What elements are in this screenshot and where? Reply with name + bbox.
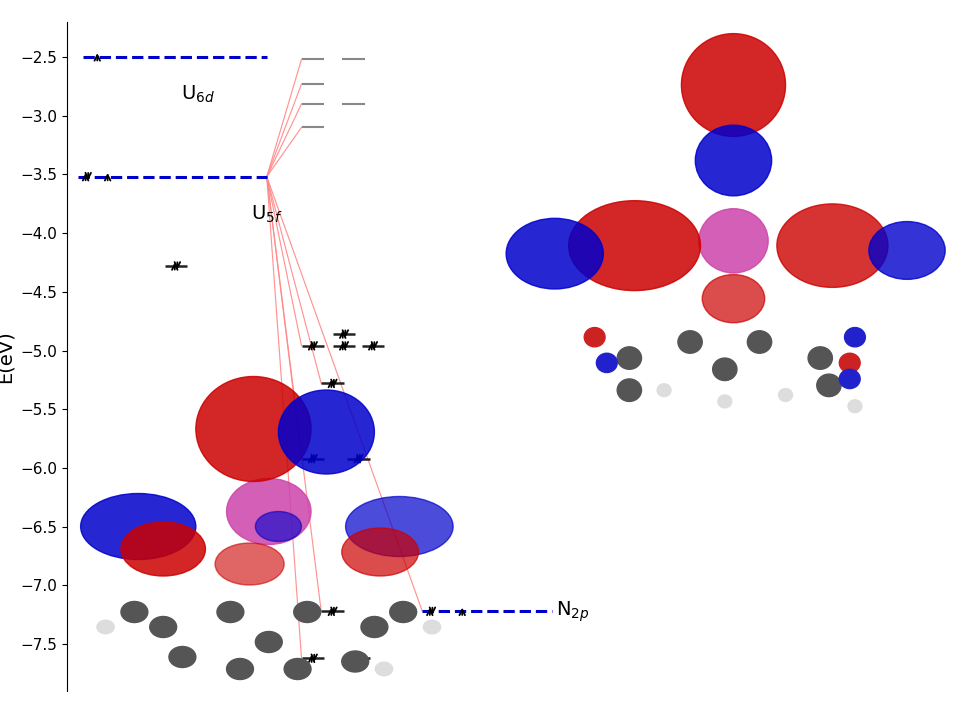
- Ellipse shape: [839, 354, 860, 372]
- Ellipse shape: [121, 601, 148, 623]
- Ellipse shape: [702, 274, 765, 323]
- Ellipse shape: [150, 616, 177, 637]
- Y-axis label: E(eV): E(eV): [0, 330, 15, 383]
- Ellipse shape: [342, 651, 369, 672]
- Ellipse shape: [255, 631, 282, 652]
- Ellipse shape: [682, 34, 785, 136]
- Ellipse shape: [308, 685, 325, 698]
- Ellipse shape: [169, 647, 196, 667]
- Ellipse shape: [845, 328, 865, 347]
- Ellipse shape: [839, 369, 860, 389]
- Ellipse shape: [695, 125, 772, 196]
- Ellipse shape: [779, 389, 793, 402]
- Ellipse shape: [657, 384, 671, 397]
- Ellipse shape: [375, 662, 393, 676]
- Ellipse shape: [808, 347, 832, 369]
- Ellipse shape: [506, 218, 603, 289]
- Ellipse shape: [217, 601, 244, 623]
- Ellipse shape: [361, 616, 388, 637]
- Ellipse shape: [817, 374, 841, 397]
- Text: N$_{{2p}}$: N$_{{2p}}$: [556, 599, 589, 624]
- Ellipse shape: [699, 209, 768, 273]
- Ellipse shape: [227, 659, 253, 680]
- Ellipse shape: [585, 328, 605, 347]
- Ellipse shape: [212, 685, 229, 698]
- Ellipse shape: [747, 330, 772, 354]
- Ellipse shape: [97, 620, 114, 634]
- Ellipse shape: [196, 377, 311, 482]
- Ellipse shape: [617, 347, 641, 369]
- Ellipse shape: [342, 528, 419, 576]
- Ellipse shape: [568, 201, 701, 291]
- Ellipse shape: [869, 222, 946, 279]
- Ellipse shape: [255, 511, 301, 541]
- Ellipse shape: [284, 659, 311, 680]
- Ellipse shape: [848, 400, 862, 413]
- Ellipse shape: [121, 522, 205, 576]
- Ellipse shape: [678, 330, 703, 354]
- Ellipse shape: [81, 493, 196, 559]
- Ellipse shape: [423, 620, 441, 634]
- Text: U$_{{6d}}$: U$_{{6d}}$: [181, 84, 215, 105]
- Ellipse shape: [718, 395, 732, 408]
- Text: U$_{{5f}}$: U$_{{5f}}$: [252, 204, 283, 225]
- Ellipse shape: [215, 543, 284, 585]
- Ellipse shape: [617, 379, 641, 402]
- Ellipse shape: [227, 479, 311, 544]
- Ellipse shape: [346, 497, 453, 557]
- Ellipse shape: [596, 354, 617, 372]
- Ellipse shape: [390, 601, 417, 623]
- Ellipse shape: [278, 390, 374, 474]
- Ellipse shape: [777, 204, 888, 287]
- Ellipse shape: [712, 358, 737, 381]
- Ellipse shape: [294, 601, 321, 623]
